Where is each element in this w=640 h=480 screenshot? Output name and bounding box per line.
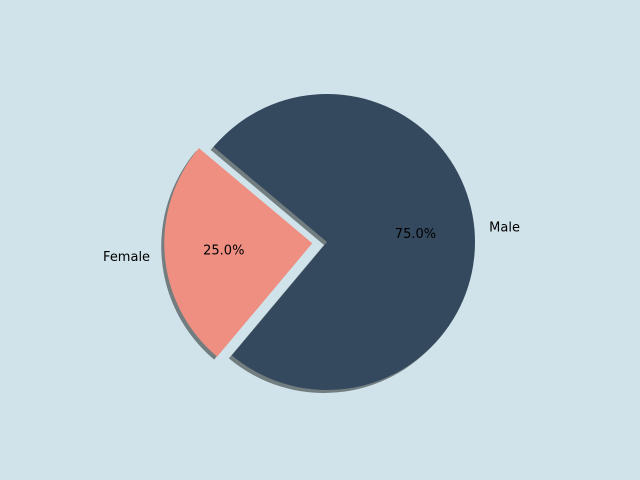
wedge-label: Male — [489, 220, 520, 235]
wedges — [164, 94, 476, 391]
wedge-label: Female — [103, 250, 150, 265]
wedge — [164, 148, 313, 357]
pct-label: 25.0% — [203, 244, 244, 259]
wedge — [213, 94, 476, 391]
pct-label: 75.0% — [395, 227, 436, 242]
